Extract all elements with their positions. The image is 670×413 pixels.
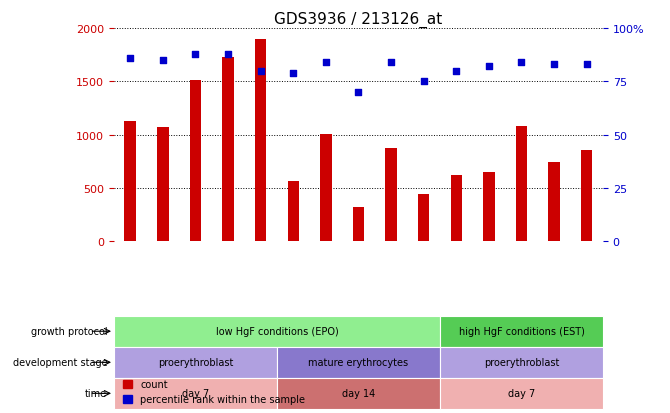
- Text: proerythroblast: proerythroblast: [484, 357, 559, 368]
- Text: mature erythrocytes: mature erythrocytes: [308, 357, 409, 368]
- Bar: [440, 378, 603, 409]
- Bar: [352, 208, 364, 242]
- Point: [255, 68, 266, 75]
- Bar: [516, 127, 527, 242]
- Text: development stage: development stage: [13, 357, 107, 368]
- Point: [222, 51, 233, 58]
- Bar: [440, 347, 603, 378]
- Legend: count, percentile rank within the sample: count, percentile rank within the sample: [119, 375, 309, 408]
- Text: day 7: day 7: [182, 388, 209, 399]
- Bar: [277, 378, 440, 409]
- Point: [516, 59, 527, 66]
- Text: growth protocol: growth protocol: [31, 326, 107, 337]
- Point: [288, 70, 299, 77]
- Bar: [125, 121, 136, 242]
- Point: [190, 51, 201, 58]
- Bar: [548, 163, 560, 242]
- Title: GDS3936 / 213126_at: GDS3936 / 213126_at: [274, 12, 443, 28]
- Text: proerythroblast: proerythroblast: [157, 357, 233, 368]
- Bar: [277, 347, 440, 378]
- Bar: [114, 347, 277, 378]
- Point: [451, 68, 462, 75]
- Point: [125, 55, 135, 62]
- Point: [386, 59, 397, 66]
- Point: [582, 62, 592, 69]
- Point: [549, 62, 559, 69]
- Bar: [320, 134, 332, 242]
- Point: [418, 79, 429, 85]
- Text: day 14: day 14: [342, 388, 375, 399]
- Bar: [255, 40, 267, 242]
- Bar: [581, 150, 592, 242]
- Point: [320, 59, 331, 66]
- Bar: [440, 316, 603, 347]
- Bar: [222, 58, 234, 242]
- Bar: [418, 195, 429, 242]
- Bar: [287, 182, 299, 242]
- Bar: [190, 81, 201, 242]
- Point: [157, 57, 168, 64]
- Bar: [114, 378, 277, 409]
- Point: [484, 64, 494, 71]
- Bar: [450, 176, 462, 242]
- Bar: [157, 128, 169, 242]
- Text: low HgF conditions (EPO): low HgF conditions (EPO): [216, 326, 338, 337]
- Text: time: time: [85, 388, 107, 399]
- Bar: [114, 316, 440, 347]
- Bar: [483, 173, 494, 242]
- Point: [353, 89, 364, 96]
- Text: day 7: day 7: [508, 388, 535, 399]
- Bar: [385, 149, 397, 242]
- Text: high HgF conditions (EST): high HgF conditions (EST): [458, 326, 584, 337]
